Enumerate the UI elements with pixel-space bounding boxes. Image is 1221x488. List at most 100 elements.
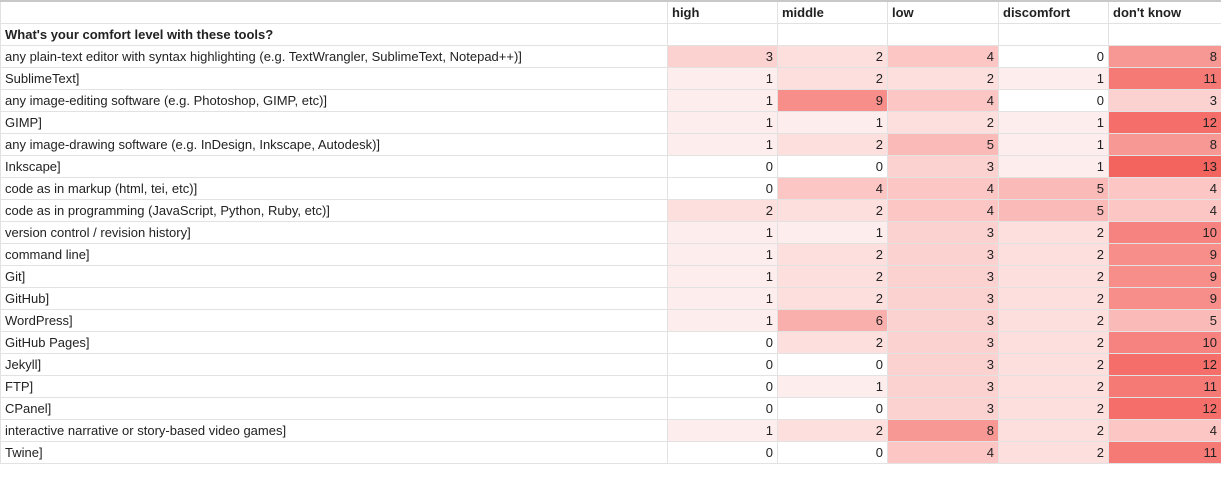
row-label-cell[interactable]: interactive narrative or story-based vid… — [0, 419, 668, 442]
header-cell-high[interactable]: high — [667, 0, 778, 24]
value-cell-middle[interactable]: 2 — [777, 331, 888, 354]
value-cell-discomfort[interactable]: 5 — [998, 199, 1109, 222]
header-cell-low[interactable]: low — [887, 0, 999, 24]
value-cell-middle[interactable]: 0 — [777, 353, 888, 376]
value-cell-dont-know[interactable]: 9 — [1108, 287, 1221, 310]
value-cell-middle[interactable]: 1 — [777, 111, 888, 134]
value-cell-dont-know[interactable]: 10 — [1108, 221, 1221, 244]
empty-cell[interactable] — [887, 23, 999, 46]
value-cell-high[interactable]: 1 — [667, 265, 778, 288]
value-cell-dont-know[interactable]: 11 — [1108, 441, 1221, 464]
value-cell-discomfort[interactable]: 1 — [998, 133, 1109, 156]
row-label-cell[interactable]: any image-drawing software (e.g. InDesig… — [0, 133, 668, 156]
value-cell-high[interactable]: 0 — [667, 331, 778, 354]
row-label-cell[interactable]: Inkscape] — [0, 155, 668, 178]
value-cell-high[interactable]: 0 — [667, 353, 778, 376]
value-cell-low[interactable]: 2 — [887, 111, 999, 134]
value-cell-discomfort[interactable]: 2 — [998, 331, 1109, 354]
value-cell-middle[interactable]: 1 — [777, 375, 888, 398]
row-label-cell[interactable]: FTP] — [0, 375, 668, 398]
value-cell-dont-know[interactable]: 9 — [1108, 265, 1221, 288]
row-label-cell[interactable]: command line] — [0, 243, 668, 266]
value-cell-high[interactable]: 1 — [667, 419, 778, 442]
value-cell-discomfort[interactable]: 0 — [998, 89, 1109, 112]
value-cell-high[interactable]: 1 — [667, 89, 778, 112]
value-cell-dont-know[interactable]: 9 — [1108, 243, 1221, 266]
value-cell-low[interactable]: 3 — [887, 353, 999, 376]
value-cell-discomfort[interactable]: 1 — [998, 155, 1109, 178]
value-cell-middle[interactable]: 0 — [777, 441, 888, 464]
value-cell-high[interactable]: 1 — [667, 111, 778, 134]
value-cell-middle[interactable]: 1 — [777, 221, 888, 244]
value-cell-high[interactable]: 0 — [667, 441, 778, 464]
header-cell-empty[interactable] — [0, 0, 668, 24]
value-cell-middle[interactable]: 0 — [777, 397, 888, 420]
value-cell-dont-know[interactable]: 8 — [1108, 45, 1221, 68]
row-label-cell[interactable]: code as in markup (html, tei, etc)] — [0, 177, 668, 200]
value-cell-low[interactable]: 3 — [887, 287, 999, 310]
value-cell-low[interactable]: 4 — [887, 441, 999, 464]
value-cell-dont-know[interactable]: 4 — [1108, 177, 1221, 200]
value-cell-high[interactable]: 1 — [667, 221, 778, 244]
value-cell-high[interactable]: 3 — [667, 45, 778, 68]
value-cell-discomfort[interactable]: 2 — [998, 309, 1109, 332]
value-cell-discomfort[interactable]: 2 — [998, 353, 1109, 376]
value-cell-low[interactable]: 8 — [887, 419, 999, 442]
value-cell-high[interactable]: 1 — [667, 309, 778, 332]
row-label-cell[interactable]: Jekyll] — [0, 353, 668, 376]
value-cell-low[interactable]: 3 — [887, 309, 999, 332]
value-cell-discomfort[interactable]: 5 — [998, 177, 1109, 200]
empty-cell[interactable] — [1108, 23, 1221, 46]
value-cell-dont-know[interactable]: 4 — [1108, 419, 1221, 442]
value-cell-dont-know[interactable]: 8 — [1108, 133, 1221, 156]
value-cell-discomfort[interactable]: 1 — [998, 67, 1109, 90]
value-cell-dont-know[interactable]: 13 — [1108, 155, 1221, 178]
value-cell-high[interactable]: 1 — [667, 243, 778, 266]
value-cell-high[interactable]: 0 — [667, 397, 778, 420]
value-cell-middle[interactable]: 4 — [777, 177, 888, 200]
row-label-cell[interactable]: Git] — [0, 265, 668, 288]
empty-cell[interactable] — [667, 23, 778, 46]
value-cell-dont-know[interactable]: 11 — [1108, 375, 1221, 398]
value-cell-middle[interactable]: 2 — [777, 287, 888, 310]
value-cell-dont-know[interactable]: 11 — [1108, 67, 1221, 90]
section-title-cell[interactable]: What's your comfort level with these too… — [0, 23, 668, 46]
value-cell-dont-know[interactable]: 4 — [1108, 199, 1221, 222]
value-cell-low[interactable]: 4 — [887, 177, 999, 200]
value-cell-middle[interactable]: 2 — [777, 243, 888, 266]
value-cell-low[interactable]: 3 — [887, 331, 999, 354]
value-cell-low[interactable]: 4 — [887, 45, 999, 68]
value-cell-discomfort[interactable]: 0 — [998, 45, 1109, 68]
row-label-cell[interactable]: Twine] — [0, 441, 668, 464]
value-cell-middle[interactable]: 6 — [777, 309, 888, 332]
value-cell-low[interactable]: 3 — [887, 243, 999, 266]
header-cell-dont-know[interactable]: don't know — [1108, 0, 1221, 24]
value-cell-discomfort[interactable]: 2 — [998, 419, 1109, 442]
value-cell-middle[interactable]: 2 — [777, 199, 888, 222]
row-label-cell[interactable]: any image-editing software (e.g. Photosh… — [0, 89, 668, 112]
value-cell-high[interactable]: 1 — [667, 287, 778, 310]
value-cell-discomfort[interactable]: 1 — [998, 111, 1109, 134]
row-label-cell[interactable]: CPanel] — [0, 397, 668, 420]
empty-cell[interactable] — [998, 23, 1109, 46]
value-cell-discomfort[interactable]: 2 — [998, 375, 1109, 398]
value-cell-low[interactable]: 2 — [887, 67, 999, 90]
value-cell-middle[interactable]: 2 — [777, 67, 888, 90]
value-cell-middle[interactable]: 2 — [777, 419, 888, 442]
value-cell-discomfort[interactable]: 2 — [998, 287, 1109, 310]
row-label-cell[interactable]: GIMP] — [0, 111, 668, 134]
value-cell-low[interactable]: 3 — [887, 375, 999, 398]
value-cell-low[interactable]: 4 — [887, 199, 999, 222]
value-cell-dont-know[interactable]: 12 — [1108, 111, 1221, 134]
value-cell-discomfort[interactable]: 2 — [998, 397, 1109, 420]
header-cell-middle[interactable]: middle — [777, 0, 888, 24]
value-cell-discomfort[interactable]: 2 — [998, 243, 1109, 266]
value-cell-middle[interactable]: 9 — [777, 89, 888, 112]
value-cell-high[interactable]: 1 — [667, 133, 778, 156]
value-cell-high[interactable]: 0 — [667, 155, 778, 178]
row-label-cell[interactable]: GitHub Pages] — [0, 331, 668, 354]
row-label-cell[interactable]: version control / revision history] — [0, 221, 668, 244]
row-label-cell[interactable]: any plain-text editor with syntax highli… — [0, 45, 668, 68]
value-cell-low[interactable]: 3 — [887, 397, 999, 420]
empty-cell[interactable] — [777, 23, 888, 46]
